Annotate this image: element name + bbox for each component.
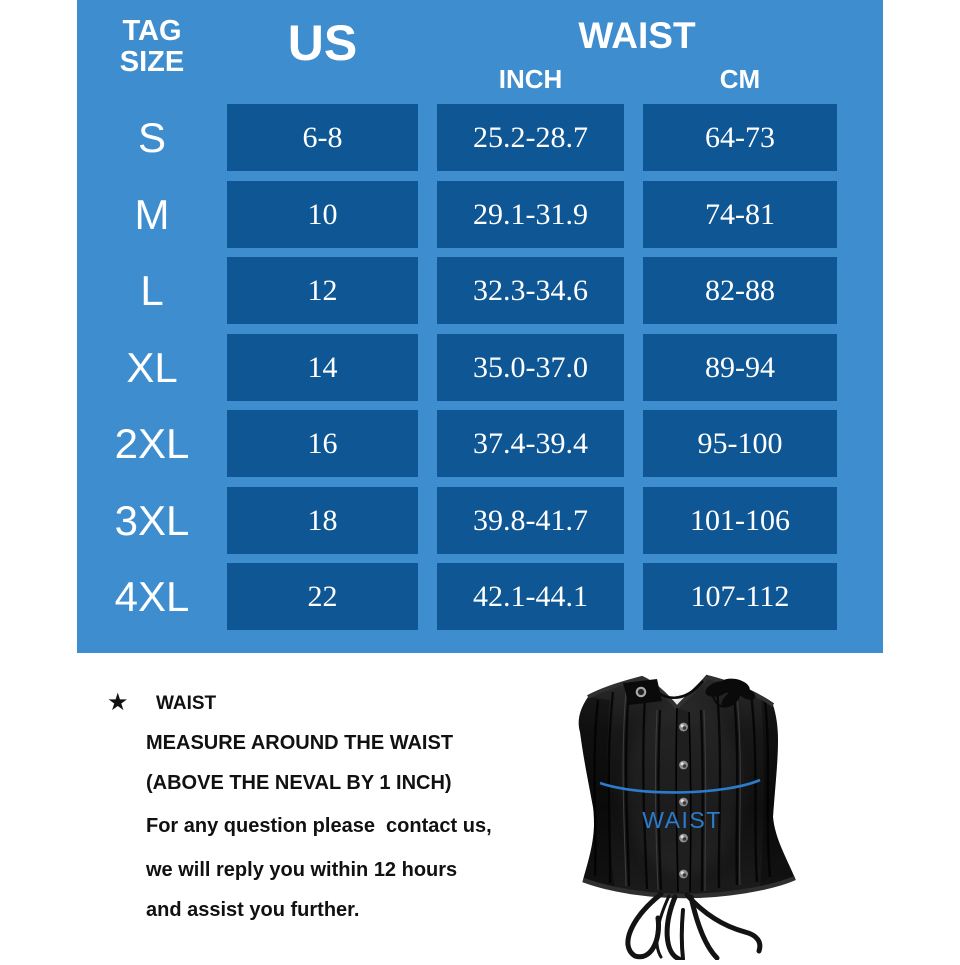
size-label: S xyxy=(137,113,166,161)
busk-seam-right xyxy=(688,711,692,893)
size-label: M xyxy=(134,190,170,238)
note-line: For any question please contact us, xyxy=(146,815,492,837)
size-label: 2XL xyxy=(114,419,190,467)
busk-button xyxy=(679,760,688,770)
bottom-laces xyxy=(625,891,763,962)
grommet-icon xyxy=(635,686,647,698)
corset-left-shade xyxy=(578,697,615,889)
inch-cell: 39.8-41.7 xyxy=(437,487,624,554)
corset-waist-label: WAIST xyxy=(642,807,721,833)
tag-size-header: TAG SIZE xyxy=(77,15,227,79)
lace-strap xyxy=(679,908,685,961)
size-chart-panel xyxy=(77,0,883,653)
us-cell: 14 xyxy=(227,334,418,401)
inch-cell: 42.1-44.1 xyxy=(437,563,624,630)
busk-button xyxy=(679,869,688,879)
us-cell: 6-8 xyxy=(227,104,418,171)
busk-button xyxy=(679,797,688,807)
note-line: we will reply you within 12 hours xyxy=(146,859,458,881)
tag-size-header-line2: SIZE xyxy=(119,46,185,78)
cm-cell: 74-81 xyxy=(643,181,837,248)
lace-strap xyxy=(684,892,763,954)
tag-size-header-line1: TAG xyxy=(122,15,182,47)
notes-heading: WAIST xyxy=(156,693,217,714)
note-line: and assist you further. xyxy=(146,899,360,921)
corset-right-shade xyxy=(760,698,795,887)
lace-strap xyxy=(664,894,682,962)
busk-button xyxy=(679,833,688,843)
inch-cell: 25.2-28.7 xyxy=(437,104,624,171)
cm-column-header: CM xyxy=(719,63,761,94)
inch-cell: 29.1-31.9 xyxy=(437,181,624,248)
busk-buttons xyxy=(679,722,688,879)
cm-cell: 64-73 xyxy=(643,104,837,171)
us-cell: 22 xyxy=(227,563,418,630)
us-cell: 16 xyxy=(227,410,418,477)
note-line: MEASURE AROUND THE WAIST xyxy=(146,732,454,754)
cm-cell: 89-94 xyxy=(643,334,837,401)
star-icon: ★ xyxy=(107,689,129,716)
cm-cell: 107-112 xyxy=(643,563,837,630)
waist-measure-line xyxy=(599,778,761,794)
corset-seams xyxy=(593,683,772,892)
cm-cell: 95-100 xyxy=(643,410,837,477)
corset-illustration: WAIST xyxy=(565,670,805,962)
cm-cell: 82-88 xyxy=(643,257,837,324)
busk-seam-left xyxy=(675,707,679,893)
inch-cell: 37.4-39.4 xyxy=(437,410,624,477)
corset-seam-highlights xyxy=(622,683,741,892)
inch-cell: 32.3-34.6 xyxy=(437,257,624,324)
us-column-header: US xyxy=(287,15,358,71)
inch-cell: 35.0-37.0 xyxy=(437,334,624,401)
waist-column-header: WAIST xyxy=(578,15,696,56)
size-label: XL xyxy=(126,343,178,391)
inch-column-header: INCH xyxy=(498,63,563,94)
us-cell: 12 xyxy=(227,257,418,324)
us-cell: 10 xyxy=(227,181,418,248)
hanging-cord xyxy=(647,680,705,699)
busk-button xyxy=(679,722,688,732)
lace-bow xyxy=(705,678,756,708)
cm-cell: 101-106 xyxy=(643,487,837,554)
size-label: L xyxy=(140,266,164,314)
lace-strap xyxy=(655,894,671,959)
note-line: (ABOVE THE NEVAL BY 1 INCH) xyxy=(146,772,452,794)
size-label: 3XL xyxy=(114,496,190,544)
us-cell: 18 xyxy=(227,487,418,554)
size-label: 4XL xyxy=(114,572,190,620)
